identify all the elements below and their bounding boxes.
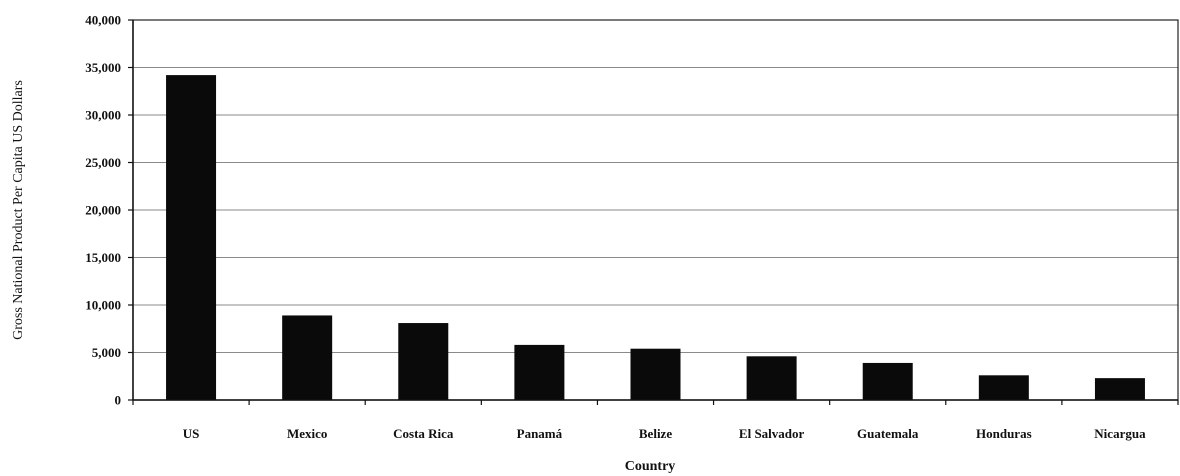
x-tick-labels: US Mexico Costa Rica Panamá Belize El Salvado… [183,426,1146,441]
y-tick-label: 40,000 [85,13,121,28]
y-tick-label: 10,000 [85,298,121,313]
bar [1094,378,1145,400]
y-tick-label: 15,000 [85,250,121,265]
x-tick-label: Belize [639,426,672,441]
bars [166,75,1145,400]
bar [978,375,1029,400]
x-tick-label: Guatemala [857,426,919,441]
x-tick-label: US [183,426,200,441]
y-tick-label: 20,000 [85,203,121,218]
bar [514,344,565,400]
y-tick-label: 25,000 [85,155,121,170]
x-tick-label: Mexico [287,426,327,441]
y-tick-label: 30,000 [85,108,121,123]
axes [128,19,1179,405]
x-tick-label: Nicargua [1094,426,1146,441]
x-axis-title: Country [625,459,676,474]
bar [862,362,913,400]
gridlines [133,67,1178,353]
bar [630,348,681,400]
y-axis-title: Gross National Product Per Capita US Dol… [11,80,26,340]
bar [746,356,797,400]
bar [282,315,333,400]
x-tick-label: Costa Rica [393,426,454,441]
bar [166,75,217,400]
y-tick-labels: 0 5,000 10,000 15,000 20,000 25,000 30,000 35,0… [85,13,121,408]
bar [398,323,449,400]
x-tick-label: El Salvador [739,426,805,441]
x-tick-label: Honduras [976,426,1032,441]
y-tick-label: 35,000 [85,60,121,75]
y-tick-label: 0 [115,393,122,408]
x-tick-label: Panamá [517,426,563,441]
y-tick-label: 5,000 [92,345,121,360]
